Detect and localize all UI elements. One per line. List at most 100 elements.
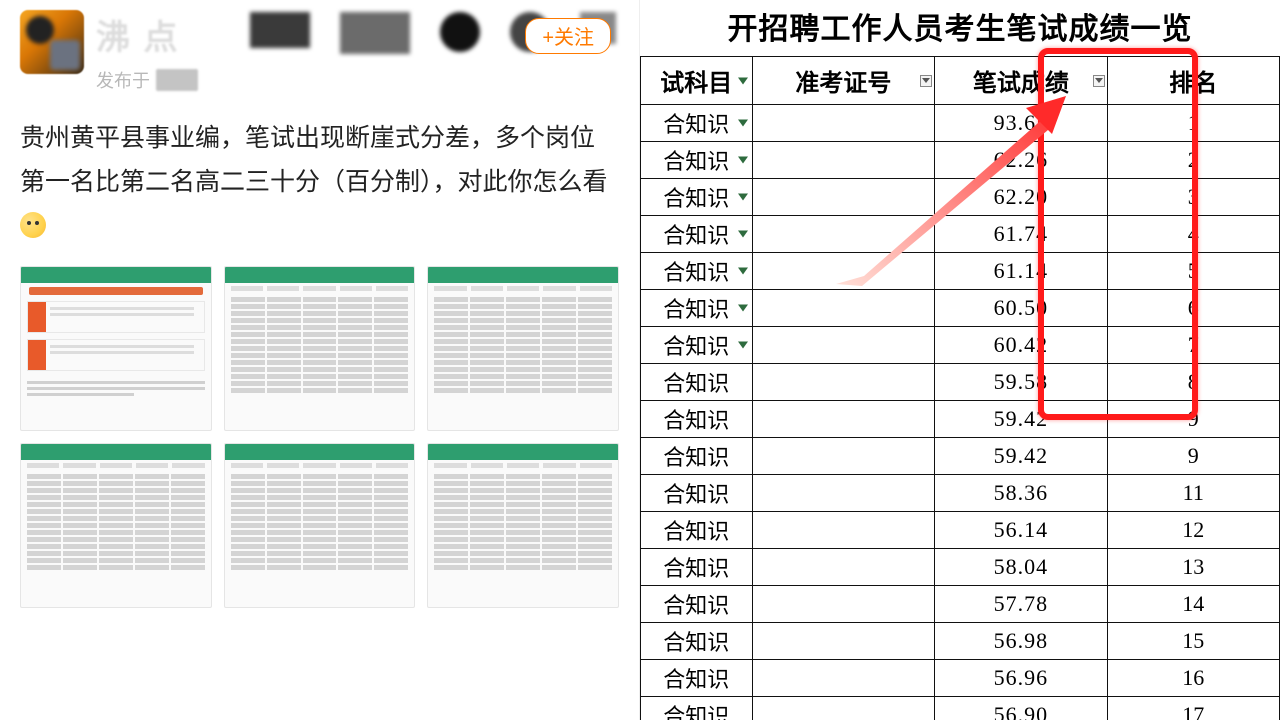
- table-row[interactable]: 合知识1059.588: [641, 364, 1280, 401]
- cell-score: 62.20: [935, 179, 1107, 216]
- col-examid-label: 准考证号: [795, 71, 891, 97]
- cell-score: 56.90: [935, 697, 1107, 720]
- id-mask: [787, 475, 935, 511]
- col-score-label: 笔试成绩: [973, 71, 1069, 97]
- cell-subject: 合知识: [641, 623, 753, 660]
- cell-subject: 合知识: [641, 438, 753, 475]
- username[interactable]: 沸 点: [96, 10, 198, 59]
- filter-dropdown-icon[interactable]: [738, 231, 748, 238]
- filter-dropdown-icon[interactable]: [738, 194, 748, 201]
- cell-subject: 合知识: [641, 697, 753, 720]
- id-mask: [787, 364, 935, 400]
- filter-dropdown-icon[interactable]: [738, 342, 748, 349]
- col-subject[interactable]: 试科目: [641, 57, 753, 105]
- id-mask: [787, 512, 935, 548]
- table-row[interactable]: 合知识1062.262: [641, 142, 1280, 179]
- id-mask: [787, 623, 935, 659]
- cell-rank: 17: [1107, 697, 1279, 720]
- id-mask: [787, 327, 935, 363]
- cell-exam-id: 10: [752, 142, 935, 179]
- table-row[interactable]: 合知识1057.7814: [641, 586, 1280, 623]
- table-row[interactable]: 合知识1093.621: [641, 105, 1280, 142]
- col-subject-label: 试科目: [660, 71, 732, 97]
- cell-score: 59.42: [935, 438, 1107, 475]
- thumbnail[interactable]: [427, 266, 619, 431]
- cell-subject: 合知识: [641, 401, 753, 438]
- col-rank[interactable]: 排名: [1107, 57, 1279, 105]
- table-row[interactable]: 合知识1056.9017: [641, 697, 1280, 720]
- thumbnail[interactable]: [20, 443, 212, 608]
- filter-dropdown-icon[interactable]: [1093, 75, 1105, 87]
- cell-rank: 1: [1107, 105, 1279, 142]
- cell-score: 60.50: [935, 290, 1107, 327]
- cell-exam-id: 10: [752, 364, 935, 401]
- id-mask: [787, 253, 935, 289]
- cell-exam-id: 10: [752, 512, 935, 549]
- table-row[interactable]: 合知识1058.0413: [641, 549, 1280, 586]
- col-exam-id[interactable]: 准考证号: [752, 57, 935, 105]
- table-row[interactable]: 合知识1062.203: [641, 179, 1280, 216]
- spreadsheet-panel: 开招聘工作人员考生笔试成绩一览 试科目 准考证号 笔试成绩 排: [640, 0, 1280, 720]
- score-table: 试科目 准考证号 笔试成绩 排名 合知识1093.621合知识1062.262合…: [640, 56, 1280, 720]
- id-mask: [787, 105, 935, 141]
- cell-subject: 合知识: [641, 512, 753, 549]
- filter-dropdown-icon[interactable]: [738, 120, 748, 127]
- cell-score: 59.42: [935, 401, 1107, 438]
- cell-exam-id: 10: [752, 623, 935, 660]
- publish-location-censored: [156, 69, 198, 91]
- table-row[interactable]: 合知识1059.429: [641, 438, 1280, 475]
- cell-exam-id: 10: [752, 327, 935, 364]
- table-row[interactable]: 合知识1059.429: [641, 401, 1280, 438]
- filter-dropdown-icon[interactable]: [738, 268, 748, 275]
- cell-subject: 合知识: [641, 216, 753, 253]
- post-heading-block: 沸 点 发布于: [96, 10, 198, 93]
- id-mask: [787, 438, 935, 474]
- cell-exam-id: 10: [752, 697, 935, 720]
- id-mask: [787, 586, 935, 622]
- cell-exam-id: 10: [752, 290, 935, 327]
- cell-subject: 合知识: [641, 549, 753, 586]
- follow-button[interactable]: +关注: [525, 18, 611, 54]
- table-row[interactable]: 合知识1056.9616: [641, 660, 1280, 697]
- thumbnail[interactable]: [20, 266, 212, 431]
- cell-score: 93.62: [935, 105, 1107, 142]
- filter-dropdown-icon[interactable]: [738, 77, 748, 84]
- cell-exam-id: 10: [752, 401, 935, 438]
- filter-dropdown-icon[interactable]: [738, 157, 748, 164]
- thumbnail[interactable]: [427, 443, 619, 608]
- col-rank-label: 排名: [1169, 71, 1217, 97]
- cell-rank: 12: [1107, 512, 1279, 549]
- table-row[interactable]: 合知识1056.1412: [641, 512, 1280, 549]
- thumbnail[interactable]: [224, 266, 416, 431]
- avatar[interactable]: [20, 10, 84, 74]
- cell-rank: 2: [1107, 142, 1279, 179]
- table-row[interactable]: 合知识1060.506: [641, 290, 1280, 327]
- filter-dropdown-icon[interactable]: [920, 75, 932, 87]
- cell-score: 56.96: [935, 660, 1107, 697]
- id-mask: [787, 660, 935, 696]
- cell-subject: 合知识: [641, 290, 753, 327]
- cell-rank: 4: [1107, 216, 1279, 253]
- thumbnail-grid: [20, 266, 619, 608]
- cell-score: 57.78: [935, 586, 1107, 623]
- cell-rank: 6: [1107, 290, 1279, 327]
- table-row[interactable]: 合知识1060.427: [641, 327, 1280, 364]
- col-score[interactable]: 笔试成绩: [935, 57, 1107, 105]
- plus-icon: +: [542, 27, 554, 49]
- cell-exam-id: 10: [752, 253, 935, 290]
- table-row[interactable]: 合知识1061.145: [641, 253, 1280, 290]
- table-row[interactable]: 合知识1058.3611: [641, 475, 1280, 512]
- table-row[interactable]: 合知识1061.744: [641, 216, 1280, 253]
- table-row[interactable]: 合知识1056.9815: [641, 623, 1280, 660]
- cell-subject: 合知识: [641, 179, 753, 216]
- cell-score: 62.26: [935, 142, 1107, 179]
- cell-exam-id: 10: [752, 549, 935, 586]
- cell-exam-id: 10: [752, 216, 935, 253]
- filter-dropdown-icon[interactable]: [738, 305, 748, 312]
- id-mask: [787, 216, 935, 252]
- thumbnail[interactable]: [224, 443, 416, 608]
- cell-rank: 16: [1107, 660, 1279, 697]
- sheet-title: 开招聘工作人员考生笔试成绩一览: [640, 0, 1280, 56]
- cell-exam-id: 10: [752, 586, 935, 623]
- cell-exam-id: 10: [752, 179, 935, 216]
